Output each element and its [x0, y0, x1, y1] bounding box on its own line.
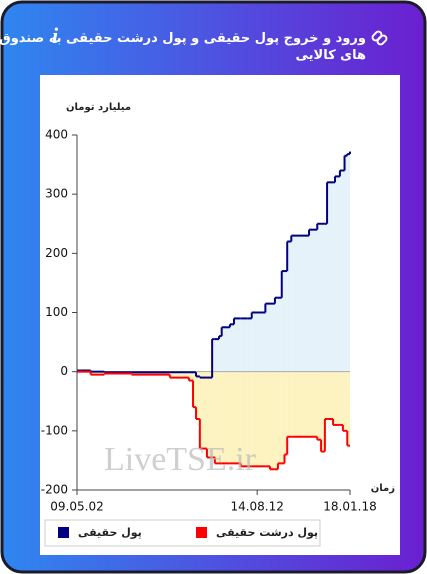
area-step	[287, 371, 292, 437]
area-step	[334, 176, 340, 372]
area-step	[277, 297, 282, 372]
area-step	[327, 371, 334, 419]
y-axis-label: میلیارد تومان	[66, 102, 131, 113]
area-step	[342, 371, 345, 431]
area-step	[221, 371, 230, 464]
area-step	[344, 371, 348, 431]
watermark: LiveTSE.ir	[104, 441, 257, 478]
area-step	[321, 371, 325, 452]
area-step	[347, 153, 350, 372]
area-step	[240, 318, 248, 372]
area-step	[270, 303, 275, 372]
area-step	[240, 371, 248, 467]
x-tick-label: 14.08.12	[230, 500, 283, 514]
area-step	[221, 327, 230, 372]
area-step	[212, 371, 215, 458]
area-step	[206, 371, 213, 458]
link-icon[interactable]	[371, 30, 388, 46]
y-tick-label: 0	[60, 364, 68, 378]
area-step	[284, 371, 288, 455]
legend-swatch	[58, 527, 69, 538]
area-step	[233, 371, 241, 464]
legend-label: پول حقیقی	[78, 526, 142, 539]
area-step	[324, 223, 328, 372]
info-icon[interactable]: i	[52, 23, 59, 48]
legend-box	[44, 519, 321, 547]
area-step	[247, 371, 252, 467]
area-step	[214, 371, 219, 464]
area-step	[274, 297, 278, 372]
area-step	[251, 312, 266, 372]
area-step	[327, 182, 334, 372]
area-step	[214, 339, 219, 372]
y-tick-label: 200	[45, 246, 68, 260]
area-step	[333, 371, 335, 425]
area-step	[251, 371, 266, 467]
area-step	[233, 318, 241, 372]
area-step	[344, 155, 348, 372]
area-step	[333, 182, 335, 372]
area-step	[324, 371, 328, 419]
area-step	[339, 371, 343, 425]
legend-label: پول درشت حقیقی	[216, 526, 318, 539]
chart-title: ورود و خروج پول حقیقی و پول درشت حقیقی ب…	[0, 31, 366, 63]
area-step	[169, 371, 189, 378]
y-tick-label: 300	[45, 187, 68, 201]
area-step	[212, 339, 215, 372]
area-step	[281, 371, 285, 464]
area-step	[317, 371, 322, 440]
area-step	[196, 371, 200, 419]
area-step	[247, 318, 252, 372]
area-step	[277, 371, 282, 464]
area-step	[265, 371, 271, 467]
area-step	[339, 170, 343, 372]
area-step	[321, 223, 325, 372]
area-step	[342, 170, 345, 372]
area-step	[229, 324, 234, 372]
y-tick-label: 100	[45, 305, 68, 319]
area-step	[270, 371, 275, 470]
area-step	[334, 371, 340, 425]
x-tick-label: 09.05.02	[50, 500, 103, 514]
area-step	[291, 371, 310, 437]
area-step	[265, 303, 271, 372]
area-step	[193, 371, 197, 408]
y-tick-label: -200	[41, 483, 68, 497]
area-step	[291, 235, 310, 372]
x-tick-label: 18.01.18	[323, 500, 376, 514]
area-step	[284, 271, 288, 372]
area-step	[287, 241, 292, 372]
area-step	[218, 371, 222, 464]
area-step	[309, 229, 318, 372]
area-step	[347, 371, 350, 446]
area-step	[199, 371, 207, 449]
area-step	[218, 336, 222, 372]
area-step	[229, 371, 234, 464]
y-tick-label: 400	[45, 128, 68, 142]
area-step	[317, 223, 322, 372]
area-step	[274, 371, 278, 470]
area-step	[90, 371, 105, 375]
legend-swatch	[196, 527, 207, 538]
y-tick-label: -100	[41, 423, 68, 437]
area-step	[309, 371, 318, 437]
area-step	[281, 271, 285, 372]
x-axis-label: زمان	[371, 483, 395, 494]
area-step	[188, 371, 194, 381]
